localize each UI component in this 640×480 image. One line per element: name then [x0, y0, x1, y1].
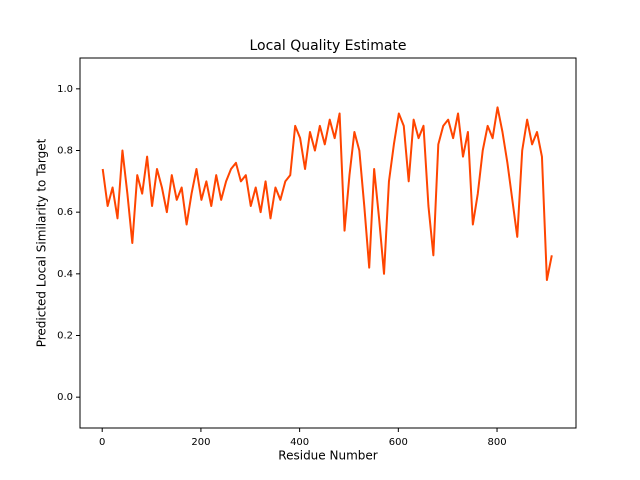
data-line	[101, 106, 553, 281]
x-tick-label: 400	[290, 437, 309, 448]
x-tick-label: 800	[487, 437, 506, 448]
y-tick-label: 0.8	[57, 146, 73, 157]
chart-title: Local Quality Estimate	[249, 38, 406, 54]
x-tick-label: 0	[99, 437, 105, 448]
plot-frame	[79, 57, 577, 429]
y-tick-label: 0.0	[57, 392, 73, 403]
y-tick-label: 0.6	[57, 207, 73, 218]
y-axis-label: Predicted Local Similarity to Target	[35, 138, 49, 347]
y-tick-label: 0.4	[57, 269, 73, 280]
y-tick-label: 1.0	[57, 84, 73, 95]
x-tick-label: 600	[389, 437, 408, 448]
x-tick-label: 200	[191, 437, 210, 448]
y-tick-label: 0.2	[57, 331, 73, 342]
x-axis-label: Residue Number	[278, 449, 377, 463]
